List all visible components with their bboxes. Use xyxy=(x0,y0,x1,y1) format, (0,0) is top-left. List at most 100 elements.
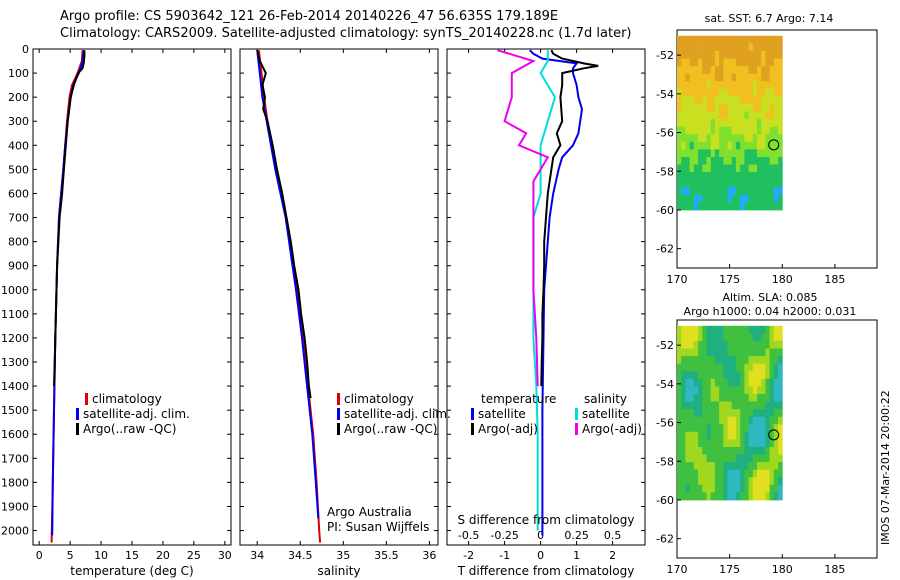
difference-x2label: S difference from climatology xyxy=(458,513,635,527)
legend-label-s-argo: Argo(-adj) xyxy=(582,422,642,436)
heatmap-cell xyxy=(744,194,749,203)
heatmap-cell xyxy=(761,50,766,59)
heatmap-cell xyxy=(677,462,682,471)
heatmap-cell xyxy=(714,477,720,486)
heatmap-cell xyxy=(748,340,754,349)
xtick-top-label: 0.5 xyxy=(604,529,622,542)
heatmap-cell xyxy=(748,141,754,150)
heatmap-cell xyxy=(689,187,695,196)
heatmap-cell xyxy=(719,194,724,203)
heatmap-cell xyxy=(698,462,703,471)
heatmap-cell xyxy=(685,66,690,75)
heatmap-cell xyxy=(710,462,716,471)
heatmap-cell xyxy=(702,35,707,44)
ytick-label: 1300 xyxy=(1,356,29,369)
salinity-xlabel: salinity xyxy=(317,564,360,578)
heatmap-cell xyxy=(757,96,762,105)
heatmap-cell xyxy=(681,424,686,433)
heatmap-cell xyxy=(735,194,741,203)
heatmap-cell xyxy=(685,492,690,501)
heatmap-cell xyxy=(723,66,728,75)
heatmap-cell xyxy=(748,149,754,158)
ytick-label: 400 xyxy=(8,139,29,152)
heatmap-cell xyxy=(681,66,686,75)
heatmap-cell xyxy=(706,462,712,471)
legend-swatch-argo xyxy=(76,423,79,435)
heatmap-cell xyxy=(744,469,749,478)
heatmap-cell xyxy=(769,477,775,486)
heatmap-cell xyxy=(689,73,695,82)
heatmap-cell xyxy=(740,484,745,493)
difference-series xyxy=(497,49,599,536)
heatmap-cell xyxy=(693,43,699,52)
heatmap-cell xyxy=(735,371,741,380)
heatmap-cell xyxy=(740,35,745,44)
heatmap-cell xyxy=(773,431,779,440)
heatmap-cell xyxy=(740,477,745,486)
heatmap-cell xyxy=(702,96,707,105)
heatmap-cell xyxy=(681,202,686,211)
heatmap-cell xyxy=(731,325,737,334)
heatmap-cell xyxy=(710,50,716,59)
heatmap-cell xyxy=(752,187,758,196)
heatmap-cell xyxy=(693,141,699,150)
heatmap-cell xyxy=(735,103,741,112)
heatmap-cell xyxy=(702,172,707,181)
heatmap-cell xyxy=(735,340,741,349)
heatmap-cell xyxy=(757,484,762,493)
heatmap-cell xyxy=(685,134,690,143)
credit-line1: Argo Australia xyxy=(327,505,412,519)
heatmap-cell xyxy=(677,119,682,128)
heatmap-cell xyxy=(761,469,766,478)
heatmap-cell xyxy=(761,401,766,410)
heatmap-cell xyxy=(685,469,690,478)
heatmap-cell xyxy=(698,149,703,158)
heatmap-cell xyxy=(685,431,690,440)
salinity-axes: 34 34.5 35 35.5 36 xyxy=(240,48,438,562)
heatmap-cell xyxy=(740,119,745,128)
heatmap-cell xyxy=(757,424,762,433)
heatmap-cell xyxy=(752,111,758,120)
heatmap-cell xyxy=(698,96,703,105)
heatmap-cell xyxy=(706,194,712,203)
heatmap-cell xyxy=(735,50,741,59)
heatmap-cell xyxy=(761,363,766,372)
heatmap-cell xyxy=(714,371,720,380)
legend-label-climatology: climatology xyxy=(344,392,414,406)
heatmap-cell xyxy=(702,164,707,173)
heatmap-cell xyxy=(740,462,745,471)
heatmap-cell xyxy=(748,134,754,143)
heatmap-cell xyxy=(702,157,707,165)
heatmap-cell xyxy=(706,172,712,181)
heatmap-cell xyxy=(773,43,779,52)
heatmap-cell xyxy=(681,386,686,395)
heatmap-cell xyxy=(677,447,682,455)
heatmap-cell xyxy=(752,431,758,440)
heatmap-cell xyxy=(752,81,758,90)
heatmap-cell xyxy=(744,356,749,365)
heatmap-cell xyxy=(765,111,770,120)
heatmap-cell xyxy=(744,179,749,188)
heatmap-cell xyxy=(748,333,754,342)
heatmap-cell xyxy=(748,187,754,196)
heatmap-cell xyxy=(735,96,741,105)
heatmap-cell xyxy=(693,424,699,433)
heatmap-cell xyxy=(719,492,724,501)
heatmap-cell xyxy=(740,401,745,410)
heatmap-cell xyxy=(706,356,712,365)
ytick-label: 500 xyxy=(8,163,29,176)
heatmap-cell xyxy=(748,202,754,211)
heatmap-cell xyxy=(757,73,762,82)
heatmap-cell xyxy=(727,325,733,334)
heatmap-cell xyxy=(706,447,712,455)
heatmap-cell xyxy=(677,348,682,357)
heatmap-cell xyxy=(714,141,720,150)
heatmap-cell xyxy=(681,187,686,196)
heatmap-cell xyxy=(727,73,733,82)
heatmap-cell xyxy=(757,356,762,365)
heatmap-cell xyxy=(714,81,720,90)
heatmap-cell xyxy=(744,386,749,395)
xtick-label: 36 xyxy=(422,549,436,562)
heatmap-cell xyxy=(685,43,690,52)
heatmap-cell xyxy=(698,386,703,395)
